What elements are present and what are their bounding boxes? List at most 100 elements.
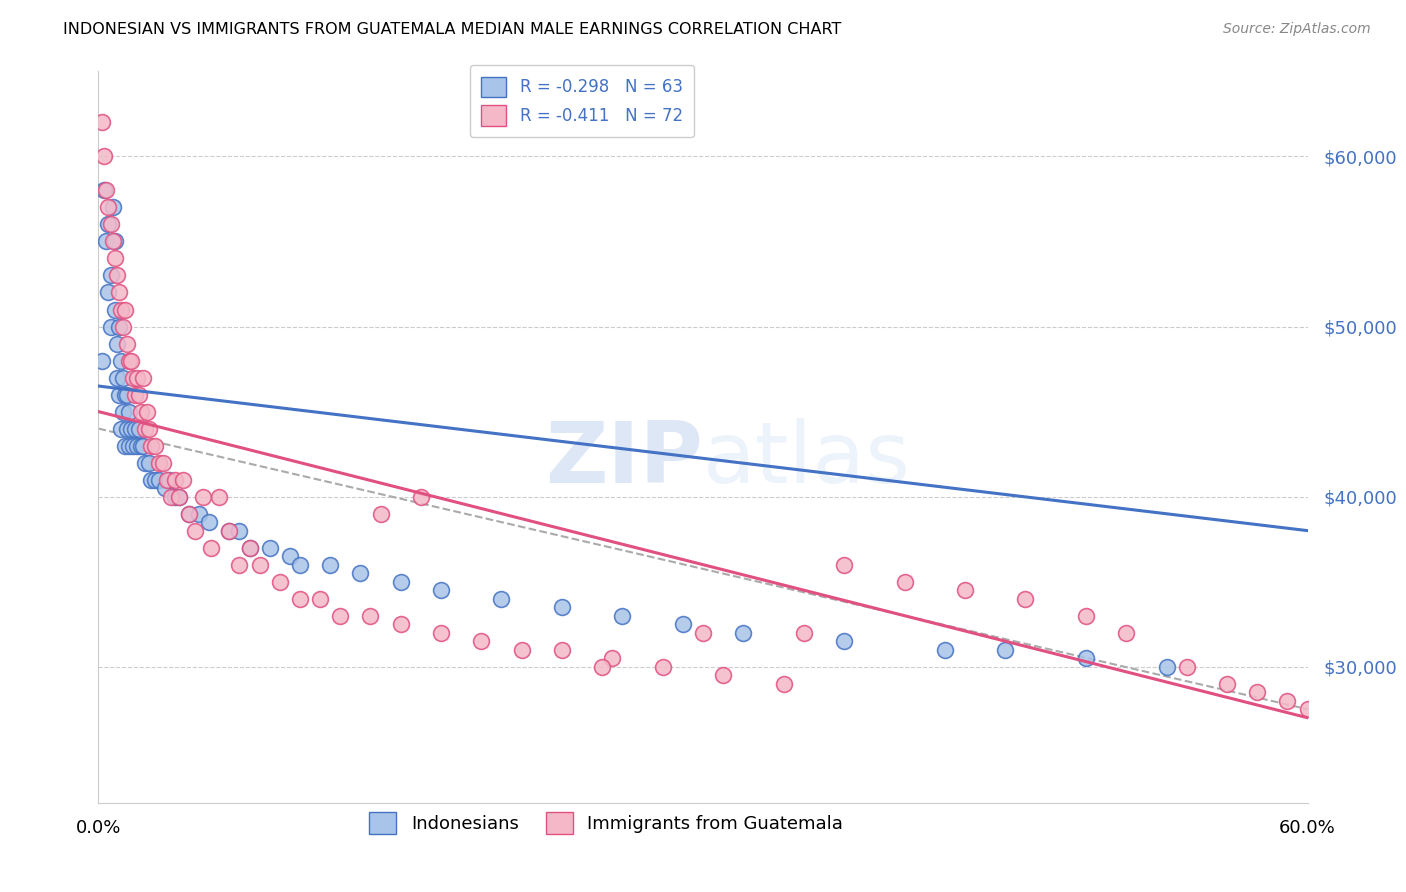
Point — [110, 421, 132, 435]
Point — [97, 201, 120, 215]
Point — [124, 421, 146, 435]
Point — [100, 319, 122, 334]
Point — [148, 456, 170, 470]
Point — [733, 625, 755, 640]
Point — [103, 252, 125, 266]
Point — [97, 218, 120, 232]
Point — [138, 456, 160, 470]
Point — [651, 659, 673, 673]
Point — [138, 421, 160, 435]
Point — [156, 473, 179, 487]
Point — [97, 285, 120, 300]
Point — [551, 642, 574, 657]
Point — [139, 439, 162, 453]
Point — [134, 421, 156, 435]
Point — [125, 370, 148, 384]
Point — [1296, 702, 1319, 716]
Point — [135, 404, 157, 418]
Point — [1216, 677, 1239, 691]
Point — [179, 507, 201, 521]
Point — [114, 387, 136, 401]
Point — [143, 439, 166, 453]
Point — [329, 608, 352, 623]
Point — [179, 507, 201, 521]
Point — [115, 387, 138, 401]
Point — [139, 473, 162, 487]
Point — [953, 583, 976, 598]
Point — [259, 541, 281, 555]
Point — [188, 507, 211, 521]
Point — [288, 591, 311, 606]
Point — [430, 625, 453, 640]
Point — [132, 439, 155, 453]
Point — [228, 524, 250, 538]
Point — [105, 268, 128, 283]
Point — [101, 235, 124, 249]
Point — [115, 421, 138, 435]
Point — [167, 490, 190, 504]
Point — [319, 558, 342, 572]
Point — [103, 302, 125, 317]
Point — [105, 370, 128, 384]
Point — [1074, 651, 1097, 665]
Point — [148, 473, 170, 487]
Point — [143, 473, 166, 487]
Point — [208, 490, 231, 504]
Point — [288, 558, 311, 572]
Point — [893, 574, 915, 589]
Legend: Indonesians, Immigrants from Guatemala: Indonesians, Immigrants from Guatemala — [363, 805, 851, 841]
Point — [124, 387, 146, 401]
Point — [96, 183, 118, 197]
Point — [1074, 608, 1097, 623]
Point — [152, 456, 174, 470]
Point — [934, 642, 956, 657]
Point — [114, 302, 136, 317]
Point — [430, 583, 453, 598]
Point — [118, 439, 141, 453]
Point — [157, 473, 180, 487]
Point — [218, 524, 240, 538]
Point — [132, 370, 155, 384]
Point — [120, 353, 142, 368]
Point — [1246, 685, 1268, 699]
Point — [389, 574, 412, 589]
Point — [103, 235, 125, 249]
Point — [93, 183, 115, 197]
Point — [994, 642, 1017, 657]
Point — [249, 558, 271, 572]
Point — [107, 319, 129, 334]
Point — [491, 591, 513, 606]
Point — [239, 541, 262, 555]
Point — [470, 634, 492, 648]
Point — [115, 336, 138, 351]
Point — [111, 404, 134, 418]
Point — [121, 370, 143, 384]
Point — [93, 149, 115, 163]
Point — [239, 541, 262, 555]
Point — [1175, 659, 1198, 673]
Point — [692, 625, 714, 640]
Point — [153, 481, 176, 495]
Point — [172, 473, 194, 487]
Point — [672, 617, 695, 632]
Text: atlas: atlas — [703, 417, 911, 500]
Point — [111, 319, 134, 334]
Point — [772, 677, 794, 691]
Point — [91, 115, 114, 129]
Point — [832, 558, 855, 572]
Point — [105, 336, 128, 351]
Point — [711, 668, 734, 682]
Point — [160, 490, 183, 504]
Point — [110, 353, 132, 368]
Point — [110, 302, 132, 317]
Point — [612, 608, 634, 623]
Point — [91, 353, 114, 368]
Point — [114, 439, 136, 453]
Point — [129, 439, 152, 453]
Point — [107, 285, 129, 300]
Point — [120, 421, 142, 435]
Point — [121, 439, 143, 453]
Point — [134, 456, 156, 470]
Point — [129, 404, 152, 418]
Point — [349, 566, 371, 581]
